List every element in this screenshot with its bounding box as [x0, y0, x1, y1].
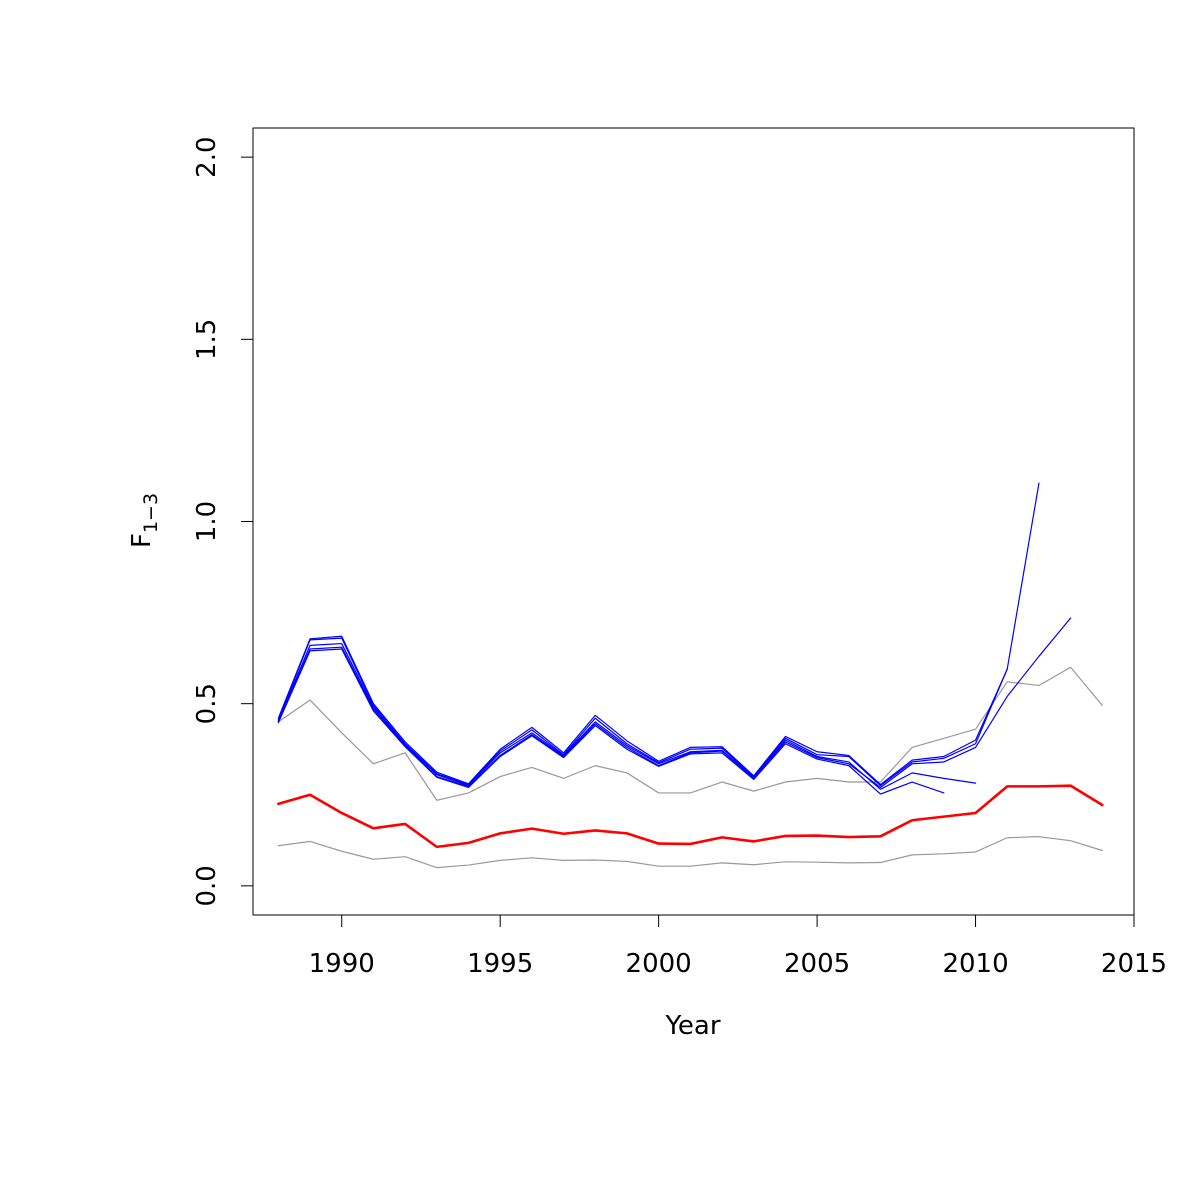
- series-layer: [277, 482, 1104, 869]
- x-axis-label: Year: [664, 1011, 720, 1041]
- y-tick-label: 0.5: [192, 683, 222, 724]
- series-line-retrospective-1: [277, 617, 1072, 789]
- y-axis-label-subscript: 1−3: [140, 493, 162, 533]
- y-tick-label: 0.0: [192, 865, 222, 906]
- svg-text:F1−3: F1−3: [127, 493, 162, 548]
- series-line-retrospective-3: [277, 635, 1008, 786]
- y-tick-label: 2.0: [192, 136, 222, 177]
- series-line-retrospective-2: [277, 482, 1040, 787]
- series-line-upper-bound: [277, 666, 1103, 801]
- y-tick-label: 1.0: [192, 501, 222, 542]
- series-line-retrospective-5: [277, 648, 945, 795]
- x-tick-label: 2015: [1101, 949, 1167, 979]
- x-tick-label: 1995: [467, 949, 533, 979]
- y-tick-label: 1.5: [192, 319, 222, 360]
- axes: 1990 1995 2000 2005 2010 2015 0.0 0.5 1.0 1.5 2.0: [192, 136, 1167, 979]
- series-line-lower-bound: [277, 836, 1103, 869]
- x-tick-label: 1990: [309, 949, 375, 979]
- x-tick-label: 2005: [784, 949, 850, 979]
- y-axis-label: F1−3: [127, 493, 162, 548]
- plot-frame: [252, 127, 1135, 916]
- series-line-estimate: [277, 784, 1104, 849]
- x-tick-label: 2000: [626, 949, 692, 979]
- series-line-retrospective-4: [277, 642, 977, 790]
- x-tick-label: 2010: [942, 949, 1008, 979]
- y-axis-label-main: F: [127, 533, 157, 548]
